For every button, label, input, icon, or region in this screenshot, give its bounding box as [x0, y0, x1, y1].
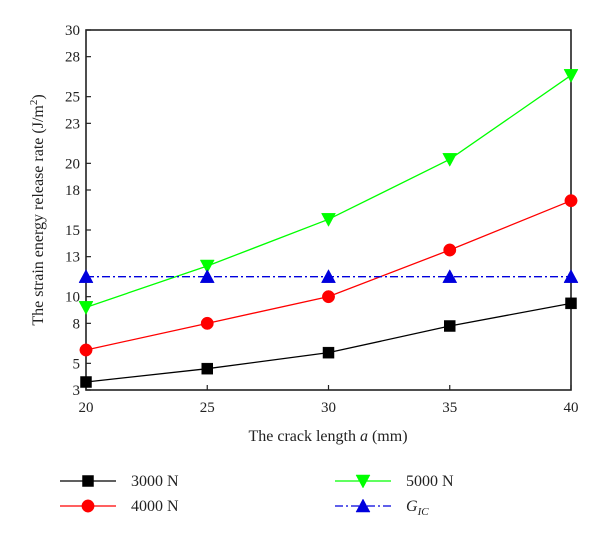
y-axis: 3 5 8 10 13 15 18 20 23 25 28 30: [65, 23, 91, 399]
y-tick-label: 18: [65, 183, 80, 199]
data-point-5000-n: [78, 301, 94, 315]
series-line-3000-n: [85, 302, 572, 383]
series-lines: [85, 74, 572, 383]
data-point-gic: [78, 269, 94, 283]
data-point-3000-n: [322, 346, 335, 359]
plot-frame: [85, 29, 572, 391]
y-tick-label: 13: [65, 250, 80, 266]
x-tick-label: 30: [321, 400, 336, 416]
data-point-5000-n: [563, 69, 579, 83]
x-axis-title: The crack length a (mm): [248, 428, 407, 445]
y-tick-label: 20: [65, 156, 80, 172]
legend-label: 3000 N: [131, 473, 179, 490]
x-tick-label: 35: [442, 400, 457, 416]
legend-marker: [355, 474, 371, 489]
y-tick-label: 10: [65, 290, 80, 306]
data-point-3000-n: [80, 376, 92, 388]
data-point-3000-n: [201, 362, 213, 375]
data-point-gic: [321, 269, 336, 283]
x-tick-label: 20: [79, 400, 94, 416]
legend-marker: [82, 475, 94, 487]
data-point-4000-n: [564, 194, 578, 208]
data-point-3000-n: [565, 297, 577, 310]
y-tick-label: 3: [73, 383, 81, 399]
y-tick-label: 23: [65, 116, 80, 132]
y-tick-label: 28: [65, 50, 80, 66]
y-tick-label: 25: [65, 90, 80, 106]
legend-label: 5000 N: [406, 473, 454, 490]
data-point-gic: [442, 269, 458, 283]
data-point-5000-n: [199, 259, 215, 274]
data-point-3000-n: [444, 320, 456, 332]
data-point-4000-n: [443, 243, 457, 257]
legend-marker: [81, 499, 95, 513]
legend: 3000 N 4000 N 5000 N GIC: [60, 473, 454, 518]
y-tick-label: 8: [73, 316, 81, 332]
legend-item-5000-n: 5000 N: [335, 473, 454, 490]
y-tick-label: 5: [73, 356, 81, 372]
x-tick-label: 25: [200, 400, 215, 416]
data-point-5000-n: [442, 153, 458, 167]
data-point-gic: [199, 269, 215, 283]
legend-item-4000-n: 4000 N: [60, 498, 179, 515]
data-point-4000-n: [322, 290, 335, 304]
y-tick-label: 15: [65, 223, 80, 239]
legend-item-gic: GIC: [335, 498, 429, 518]
y-axis-title: The strain energy release rate (J/m2): [28, 94, 47, 325]
legend-label: GIC: [406, 498, 429, 518]
data-point-4000-n: [200, 316, 214, 330]
x-tick-label: 40: [564, 400, 579, 416]
data-point-4000-n: [79, 343, 93, 357]
y-tick-label: 30: [65, 23, 80, 39]
legend-label: 4000 N: [131, 498, 179, 515]
legend-marker: [355, 498, 371, 513]
legend-item-3000-n: 3000 N: [60, 473, 179, 490]
data-point-gic: [563, 269, 579, 283]
data-point-5000-n: [321, 213, 336, 227]
series-markers: [78, 69, 579, 388]
